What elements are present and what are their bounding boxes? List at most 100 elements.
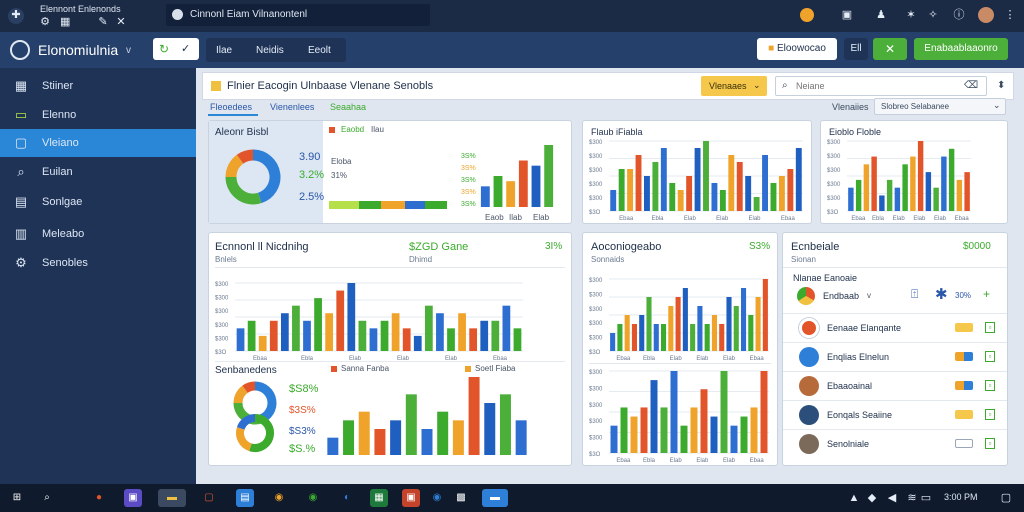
check-icon[interactable]: ▫: [985, 322, 995, 333]
sidebar-item-senobles[interactable]: ⚙ Senobles: [0, 249, 196, 277]
overview-title: Aleonr Bisbl: [215, 127, 269, 138]
members-first-row[interactable]: Endbaab v ⍐ ✱ 30% +: [783, 285, 1007, 309]
battery-icon[interactable]: ▭: [920, 492, 932, 504]
photos-icon[interactable]: ▩: [456, 492, 466, 503]
bar: [720, 371, 728, 453]
volume-icon[interactable]: ◀: [887, 492, 897, 504]
bar: [925, 172, 932, 211]
plus-icon[interactable]: +: [983, 287, 991, 301]
x-tick-label: Ebaa: [493, 356, 508, 361]
teams-icon[interactable]: ◉: [432, 492, 442, 503]
search-input[interactable]: [796, 79, 936, 93]
tray-icon[interactable]: ▲: [848, 492, 860, 504]
clock: 3:00 PM: [944, 492, 978, 502]
bar: [292, 305, 300, 351]
status-tag: [955, 439, 973, 448]
terminal-icon[interactable]: ▣: [124, 489, 142, 507]
tab-eeolt[interactable]: Eeolt: [308, 45, 331, 56]
user-avatar[interactable]: [800, 8, 814, 22]
bar: [750, 407, 758, 453]
person-icon[interactable]: ♟: [876, 9, 886, 21]
mail-icon[interactable]: ▤: [236, 489, 254, 507]
windows-icon[interactable]: ⊞: [12, 492, 22, 503]
sidebar-item-euilan[interactable]: ⌕ Euilan: [0, 158, 196, 186]
pie-slice: [233, 385, 248, 404]
y-tick-label: $300: [589, 154, 603, 160]
subtab-fleoedees[interactable]: Fleoedees: [210, 102, 253, 112]
x-tick-label: Elab: [934, 216, 947, 221]
eanba-bar-chart: $300 $300 $300 $300 $300 $3O Ebaa Ebla Elab Elab E…: [589, 140, 803, 221]
filter-icon[interactable]: ⌫: [964, 80, 979, 91]
browser-icon[interactable]: ◉: [274, 492, 284, 503]
close-icon[interactable]: ✕: [116, 16, 126, 28]
store-icon[interactable]: ▬: [482, 489, 508, 507]
gear-icon[interactable]: ⚙: [40, 16, 50, 28]
pct-label: 3S%: [461, 189, 476, 196]
sidebar-item-sonlgae[interactable]: ▤ Sonlgae: [0, 188, 196, 216]
info-icon[interactable]: ⓘ: [953, 9, 965, 21]
folder-icon[interactable]: ▬: [158, 489, 186, 507]
overview-cat-2: Elab: [533, 213, 550, 222]
sidebar-item-label: Stiiner: [42, 80, 74, 92]
asterisk-icon[interactable]: ✱: [935, 286, 948, 303]
bar: [726, 297, 732, 351]
list-item[interactable]: Eenaae Elanqante ▫: [783, 313, 1007, 342]
chrome-icon[interactable]: ◉: [308, 492, 318, 503]
check-icon[interactable]: ▫: [985, 380, 995, 391]
sidebar-item-vleiano[interactable]: ▢ Vleiano: [0, 129, 196, 157]
primary-button[interactable]: ■ Eloowocao: [757, 38, 837, 60]
filter-dropdown[interactable]: Vlenaaes ⌄: [701, 76, 767, 96]
sidebar-item-elenno[interactable]: ▭ Elenno: [0, 101, 196, 129]
alert-icon[interactable]: ✧: [928, 9, 938, 21]
share-icon[interactable]: ⍐: [911, 287, 919, 301]
bar: [413, 335, 422, 351]
app-icon[interactable]: ▢: [204, 492, 214, 503]
grid-icon[interactable]: ▦: [60, 16, 71, 28]
mid-button[interactable]: Ell: [844, 38, 868, 60]
tab-ilae[interactable]: Ilae: [216, 45, 233, 56]
lower-donut-chart: [233, 381, 277, 452]
list-item[interactable]: Senolniale ▫: [783, 429, 1007, 458]
settings-icon[interactable]: ✶: [906, 9, 916, 21]
notification-icon[interactable]: ▢: [1000, 492, 1012, 504]
subtab-vienenlees[interactable]: Vienenlees: [270, 102, 315, 112]
tab-neidis[interactable]: Neidis: [256, 45, 284, 56]
folder-icon: ▢: [14, 135, 28, 150]
search-icon[interactable]: ⌕: [44, 492, 50, 503]
subtab-seaahaa[interactable]: Seaahaa: [330, 102, 367, 112]
cta-button[interactable]: Enabaablaaonro: [914, 38, 1008, 60]
sidebar-item-meleabo[interactable]: ▥ Meleabo: [0, 220, 196, 248]
list-item[interactable]: Enqlias Elnelun ▫: [783, 342, 1007, 371]
tray-icon[interactable]: ◆: [867, 492, 877, 504]
sidebar-item-stiiner[interactable]: ▦ Stiiner: [0, 72, 196, 100]
aocon-pct: S3%: [749, 241, 771, 252]
list-item[interactable]: Ebaaoainal ▫: [783, 371, 1007, 400]
check-icon[interactable]: ▫: [985, 351, 995, 362]
edge-icon[interactable]: ◐: [343, 492, 351, 503]
check-icon[interactable]: ▫: [985, 438, 995, 449]
monitoring-sub: Bnlels: [215, 255, 237, 264]
book-icon[interactable]: ▣: [841, 9, 853, 21]
brand-caret[interactable]: v: [126, 45, 131, 56]
progress-segment: [359, 201, 381, 209]
record-icon[interactable]: ●: [95, 492, 103, 503]
active-tab[interactable]: Cinnonl Eiam Vilnanontenl: [166, 4, 430, 26]
overview-sub-1: Eloba: [331, 157, 352, 166]
list-item[interactable]: Eonqals Seaiine ▫: [783, 400, 1007, 429]
workspace-switch[interactable]: ↻ ✓: [153, 38, 199, 60]
expand-icon[interactable]: ⬍: [997, 80, 1006, 91]
bar: [660, 407, 668, 453]
wifi-icon[interactable]: ≋: [907, 492, 917, 504]
powerpoint-icon[interactable]: ▣: [402, 489, 420, 507]
profile-avatar[interactable]: [978, 7, 994, 23]
search-box[interactable]: ⌕ ⌫: [775, 76, 987, 96]
more-icon[interactable]: ⋮: [1004, 9, 1016, 21]
excel-icon[interactable]: ▦: [370, 489, 388, 507]
brush-icon[interactable]: ✎: [98, 16, 108, 28]
bar: [515, 420, 527, 455]
pie-slice: [236, 149, 254, 164]
check-icon[interactable]: ▫: [985, 409, 995, 420]
sort-select[interactable]: Slobreo Selabanee ⌄: [874, 98, 1006, 115]
bar: [327, 437, 339, 455]
shuffle-button[interactable]: ✕: [873, 38, 907, 60]
